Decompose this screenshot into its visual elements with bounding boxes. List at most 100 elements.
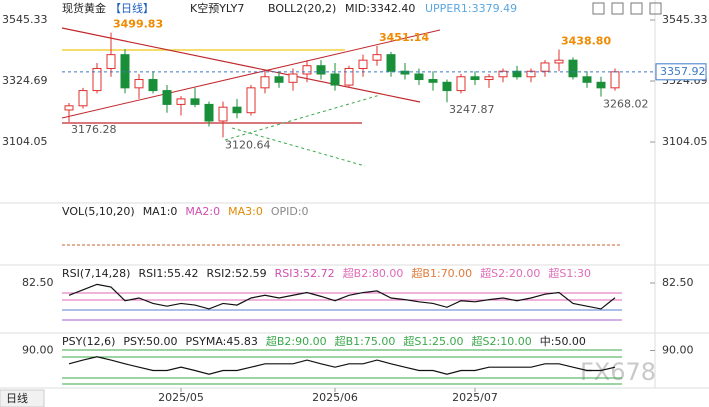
high-label: 3499.83 <box>113 18 163 31</box>
tab-button[interactable] <box>0 389 45 407</box>
tab-label[interactable]: 日线 <box>6 391 28 405</box>
candle-body <box>302 65 312 75</box>
watermark: FX678 <box>580 358 656 386</box>
candle-body <box>92 67 102 92</box>
y-tick-label: 3545.33 <box>2 13 48 26</box>
candle-body <box>498 70 508 78</box>
x-tick-label: 2025/05 <box>158 391 204 404</box>
y-tick-label: 3545.33 <box>662 13 708 26</box>
candle-body <box>568 59 578 78</box>
low-label: 3268.02 <box>603 98 649 111</box>
boll-mid: MID:3342.40 <box>345 2 415 15</box>
indicator-label: 超B1:75.00 <box>335 334 396 348</box>
candle-body <box>484 76 494 81</box>
candle-body <box>176 98 186 105</box>
low-label: 3120.64 <box>225 138 271 151</box>
indicator-label: 超S2:20.00 <box>480 266 540 280</box>
low-label: 3176.28 <box>71 123 117 136</box>
candle-body <box>540 62 550 72</box>
last-price-box <box>655 63 707 81</box>
indicator-label: MA2:0 <box>185 205 220 218</box>
candle-body <box>344 67 354 86</box>
candle-body <box>316 65 326 75</box>
indicator-label: RSI(7,14,28) <box>62 267 130 280</box>
icon[interactable] <box>592 2 605 15</box>
indicator-line <box>68 283 616 310</box>
candle-body <box>400 70 410 75</box>
indicator-line <box>68 356 616 375</box>
candle-body <box>330 73 340 86</box>
icon[interactable] <box>630 2 643 15</box>
boll-upper: UPPER1:3379.49 <box>425 2 517 15</box>
candle-body <box>288 73 298 83</box>
y-tick-label: 90.00 <box>22 344 54 357</box>
candle-body <box>274 76 284 83</box>
indicator-label: PSY:50.00 <box>123 335 177 348</box>
indicator-label: VOL(5,10,20) <box>62 205 135 218</box>
symbol: 现货黄金 <box>62 1 106 15</box>
trend-line <box>224 94 381 141</box>
indicator-label: MA3:0 <box>228 205 263 218</box>
indicator-label: RSI3:52.72 <box>275 267 335 280</box>
last-price-label: 3357.92 <box>660 65 706 78</box>
indicator: K空预YLY7 <box>190 1 244 15</box>
indicator-label: 超B2:80.00 <box>343 266 404 280</box>
indicator-label: RSI1:55.42 <box>138 267 198 280</box>
y-tick-label: 82.50 <box>662 276 694 289</box>
candle-body <box>78 90 88 107</box>
high-label: 3451.14 <box>379 31 429 44</box>
candle-body <box>554 59 564 64</box>
candle-body <box>512 70 522 78</box>
indicator-label: 超S2:10.00 <box>472 334 532 348</box>
candle-body <box>358 59 368 69</box>
y-tick-label: 3324.69 <box>2 74 48 87</box>
candle-body <box>120 54 130 89</box>
indicator-label: 超S1:30 <box>548 266 591 280</box>
candle-body <box>526 70 536 78</box>
candle-body <box>428 79 438 83</box>
trend-line <box>61 27 421 103</box>
candle-body <box>386 54 396 72</box>
candle-body <box>246 87 256 114</box>
x-tick-label: 2025/06 <box>312 391 358 404</box>
candle-body <box>456 76 466 92</box>
toolbar-icons[interactable] <box>592 2 662 15</box>
indicator-label: RSI2:52.59 <box>207 267 267 280</box>
y-tick-label: 90.00 <box>662 344 694 357</box>
candle-body <box>414 73 424 81</box>
period: 【日线】 <box>110 1 154 15</box>
candle-body <box>442 81 452 92</box>
candle-body <box>148 79 158 92</box>
y-tick-label: 3104.05 <box>2 135 48 148</box>
indicator-label: 超B2:90.00 <box>266 334 327 348</box>
candle-body <box>596 81 606 89</box>
candle-body <box>106 54 116 69</box>
icon[interactable] <box>611 2 624 15</box>
candle-body <box>260 76 270 89</box>
x-tick-label: 2025/07 <box>452 391 498 404</box>
trend-line <box>61 29 441 119</box>
indicator-label: MA1:0 <box>143 205 178 218</box>
candle-body <box>204 103 214 122</box>
candle-body <box>372 54 382 61</box>
high-label: 3438.80 <box>561 34 611 47</box>
candle-body <box>190 98 200 105</box>
indicator-label: PSY(12,6) <box>62 335 115 348</box>
low-label: 3247.87 <box>449 103 495 116</box>
candle-body <box>610 71 620 89</box>
candle-body <box>64 105 74 111</box>
candle-body <box>162 90 172 105</box>
candle-body <box>232 106 242 114</box>
y-tick-label: 82.50 <box>22 276 54 289</box>
candle-body <box>470 76 480 81</box>
trend-line <box>231 127 366 167</box>
icon[interactable] <box>649 2 662 15</box>
indicator-label: 超S1:25.00 <box>403 334 463 348</box>
indicator-label: 中:50.00 <box>540 335 586 348</box>
indicator-label: OPID:0 <box>271 205 309 218</box>
candle-body <box>582 76 592 83</box>
candle-body <box>134 79 144 89</box>
y-tick-label: 3104.05 <box>662 135 708 148</box>
boll-label: BOLL2(20,2) <box>268 2 336 15</box>
